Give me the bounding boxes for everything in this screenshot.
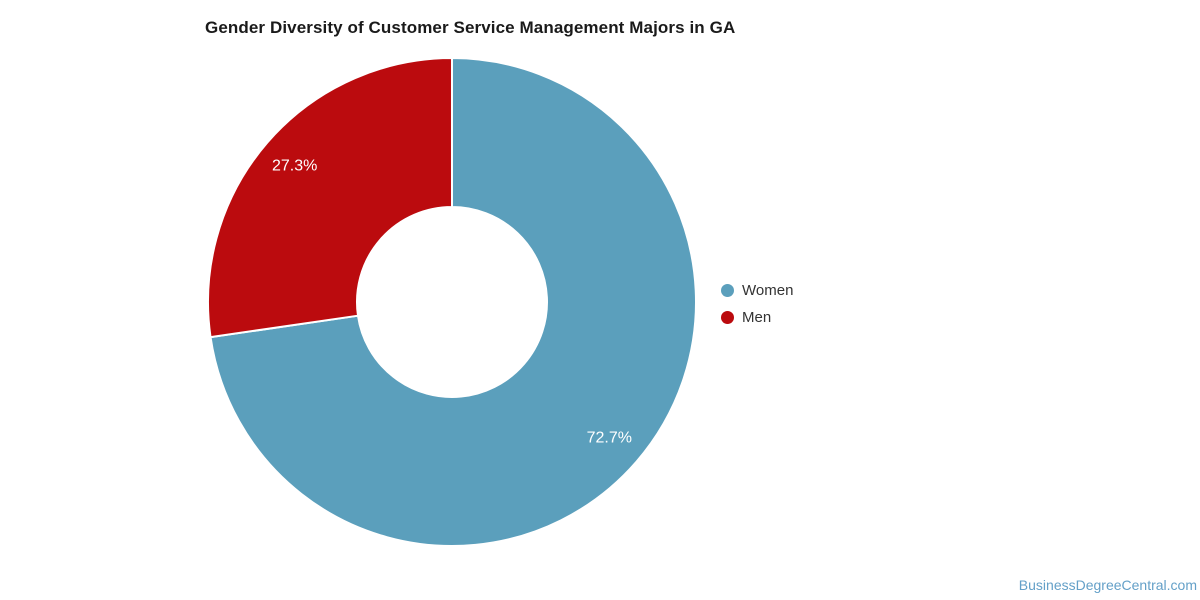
- slice-label-men: 27.3%: [272, 157, 317, 174]
- pie-slice-men[interactable]: [207, 57, 453, 339]
- legend-item-women[interactable]: Women: [721, 277, 793, 304]
- legend-marker-men: [721, 311, 734, 324]
- legend-item-men[interactable]: Men: [721, 304, 793, 331]
- legend: Women Men: [721, 277, 793, 331]
- pie-slice-women[interactable]: [209, 57, 697, 547]
- legend-label-men: Men: [742, 309, 772, 326]
- legend-label-women: Women: [742, 282, 794, 299]
- legend-marker-women: [721, 284, 734, 297]
- watermark-link[interactable]: BusinessDegreeCentral.com: [1018, 577, 1197, 593]
- slice-label-women: 72.7%: [587, 430, 632, 447]
- chart-title: Gender Diversity of Customer Service Man…: [205, 18, 736, 37]
